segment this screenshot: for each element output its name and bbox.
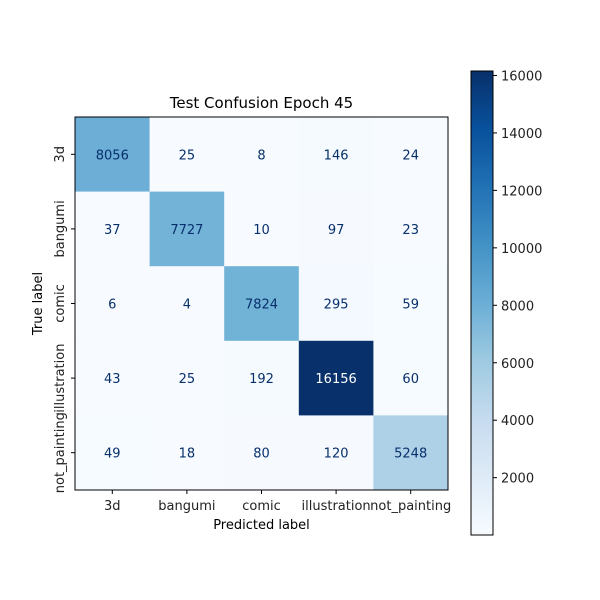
cell-value-label: 7727 bbox=[170, 223, 203, 238]
cell-value-label: 18 bbox=[179, 447, 196, 462]
x-tick-label: not_painting bbox=[370, 499, 451, 514]
cell-value-label: 60 bbox=[402, 372, 419, 387]
matrix-cell bbox=[298, 340, 374, 416]
matrix-cell bbox=[373, 415, 449, 491]
cell-value-label: 25 bbox=[179, 148, 196, 163]
matrix-cell bbox=[224, 266, 300, 342]
cell-value-label: 43 bbox=[104, 372, 121, 387]
matrix-cell bbox=[75, 117, 150, 192]
y-axis-label: True label bbox=[31, 272, 46, 336]
colorbar-tick-label: 2000 bbox=[501, 472, 534, 487]
matrix-cell bbox=[298, 415, 374, 491]
x-tick-label: bangumi bbox=[158, 499, 215, 514]
matrix-cell bbox=[373, 191, 449, 267]
x-tick-label: illustration bbox=[302, 499, 371, 514]
matrix-cell bbox=[298, 266, 374, 342]
matrix-cell bbox=[224, 415, 300, 491]
cell-value-label: 16156 bbox=[315, 372, 356, 387]
cell-value-label: 7824 bbox=[245, 298, 278, 313]
matrix-cell bbox=[75, 266, 150, 342]
matrix-cell bbox=[224, 117, 300, 192]
cell-value-label: 4 bbox=[183, 298, 191, 313]
matrix-cell bbox=[224, 191, 300, 267]
matrix-cell bbox=[298, 191, 374, 267]
cell-value-label: 192 bbox=[249, 372, 274, 387]
y-tick-label: illustration bbox=[53, 344, 68, 413]
colorbar-tick-label: 14000 bbox=[501, 127, 542, 142]
matrix-cell bbox=[149, 266, 225, 342]
y-tick-label: not_painting bbox=[53, 412, 68, 493]
colorbar-tick-label: 16000 bbox=[501, 69, 542, 84]
cell-value-label: 80 bbox=[253, 447, 270, 462]
cell-value-label: 6 bbox=[108, 298, 116, 313]
matrix-cell bbox=[373, 266, 449, 342]
cell-value-label: 295 bbox=[324, 298, 349, 313]
colorbar-tick-label: 10000 bbox=[501, 242, 542, 257]
matrix-cell bbox=[149, 117, 225, 192]
cell-value-label: 8056 bbox=[96, 148, 129, 163]
matrix-cell bbox=[149, 415, 225, 491]
cell-value-label: 8 bbox=[257, 148, 265, 163]
colorbar-tick-label: 4000 bbox=[501, 414, 534, 429]
matrix-cell bbox=[75, 340, 150, 416]
colorbar-tick-label: 12000 bbox=[501, 184, 542, 199]
matrix-cell bbox=[75, 415, 150, 491]
x-tick-label: comic bbox=[242, 499, 281, 514]
cell-value-label: 25 bbox=[179, 372, 196, 387]
chart-title: Test Confusion Epoch 45 bbox=[169, 94, 353, 112]
cell-value-label: 49 bbox=[104, 447, 121, 462]
matrix-cells: 8056 25 8 146 24 37 7727 10 97 23 6 4 7824 295 59 43 25 1… bbox=[75, 117, 449, 491]
y-tick-label: comic bbox=[53, 284, 68, 323]
cell-value-label: 10 bbox=[253, 223, 270, 238]
colorbar bbox=[470, 70, 494, 536]
cell-value-label: 120 bbox=[324, 447, 349, 462]
cell-value-label: 37 bbox=[104, 223, 121, 238]
colorbar-tick-label: 6000 bbox=[501, 357, 534, 372]
x-axis-label: Predicted label bbox=[213, 518, 310, 533]
cell-value-label: 23 bbox=[402, 223, 419, 238]
y-tick-label: bangumi bbox=[53, 200, 68, 257]
x-tick-label: 3d bbox=[104, 499, 121, 514]
y-tick-label: 3d bbox=[53, 146, 68, 163]
colorbar-ticks: 2000 4000 6000 8000 10000 12000 14000 16000 bbox=[493, 69, 542, 487]
x-axis-ticks: 3d bangumi comic illustration not_painting bbox=[104, 490, 451, 514]
colorbar-tick-label: 8000 bbox=[501, 299, 534, 314]
matrix-cell bbox=[149, 191, 225, 267]
matrix-cell bbox=[224, 340, 300, 416]
cell-value-label: 146 bbox=[324, 148, 349, 163]
cell-value-label: 5248 bbox=[394, 447, 427, 462]
cell-value-label: 59 bbox=[402, 298, 419, 313]
cell-value-label: 24 bbox=[402, 148, 419, 163]
matrix-cell bbox=[373, 340, 449, 416]
matrix-cell bbox=[298, 117, 374, 192]
cell-value-label: 97 bbox=[328, 223, 345, 238]
matrix-cell bbox=[373, 117, 449, 192]
matrix-cell bbox=[75, 191, 150, 267]
matrix-cell bbox=[149, 340, 225, 416]
